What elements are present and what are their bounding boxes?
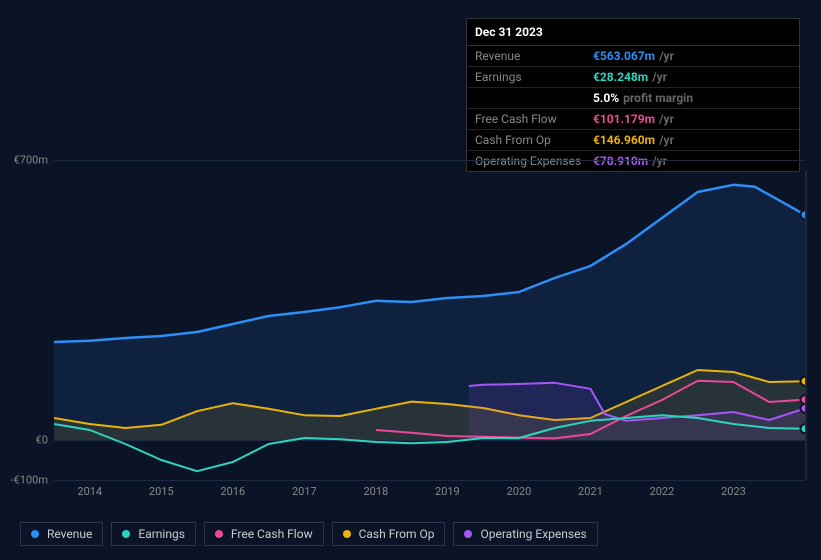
tooltip-label: Revenue (475, 49, 593, 63)
x-axis-label: 2017 (292, 485, 317, 498)
tooltip-row: Cash From Op€146.960m/yr (467, 130, 799, 151)
x-axis-label: 2021 (578, 485, 603, 498)
x-axis-label: 2016 (220, 485, 245, 498)
y-axis-label: -€100m (8, 474, 48, 487)
tooltip-row: 5.0%profit margin (467, 88, 799, 109)
legend-dot (122, 530, 130, 538)
legend-item[interactable]: Cash From Op (332, 522, 446, 546)
tooltip-label: Cash From Op (475, 133, 593, 147)
y-axis-label: €0 (8, 434, 48, 447)
legend-item[interactable]: Revenue (20, 522, 103, 546)
legend-label: Cash From Op (359, 527, 435, 541)
tooltip-value: €563.067m/yr (593, 49, 674, 63)
tooltip-value: €101.179m/yr (593, 112, 674, 126)
tooltip-unit: /yr (652, 70, 667, 84)
gridline (54, 480, 805, 481)
tooltip-unit: /yr (659, 49, 674, 63)
tooltip-unit: /yr (659, 133, 674, 147)
tooltip-row: Free Cash Flow€101.179m/yr (467, 109, 799, 130)
x-axis-label: 2022 (650, 485, 675, 498)
tooltip-value: €146.960m/yr (593, 133, 674, 147)
legend-dot (31, 530, 39, 538)
legend-label: Free Cash Flow (231, 527, 313, 541)
tooltip-label: Free Cash Flow (475, 112, 593, 126)
tooltip-date: Dec 31 2023 (467, 19, 799, 46)
hover-tooltip: Dec 31 2023 Revenue€563.067m/yrEarnings€… (466, 18, 800, 172)
tooltip-label (475, 91, 593, 105)
legend-label: Revenue (47, 527, 92, 541)
x-axis-label: 2019 (435, 485, 460, 498)
legend-dot (215, 530, 223, 538)
legend: Revenue Earnings Free Cash Flow Cash From O… (20, 522, 598, 546)
tooltip-label: Earnings (475, 70, 593, 84)
tooltip-value: €28.248m/yr (593, 70, 667, 84)
legend-item[interactable]: Earnings (111, 522, 196, 546)
x-axis-label: 2015 (149, 485, 174, 498)
legend-dot (343, 530, 351, 538)
legend-item[interactable]: Operating Expenses (453, 522, 597, 546)
tooltip-unit: profit margin (623, 91, 693, 105)
tooltip-unit: /yr (659, 112, 674, 126)
x-axis-label: 2018 (363, 485, 388, 498)
x-axis-label: 2023 (721, 485, 746, 498)
y-axis-label: €700m (8, 154, 48, 167)
x-axis-label: 2020 (507, 485, 532, 498)
cursor-line (805, 170, 807, 480)
plot-surface (54, 160, 805, 480)
chart-area[interactable]: €700m€0-€100m 20142015201620172018201920… (16, 160, 805, 480)
legend-label: Earnings (138, 527, 185, 541)
legend-label: Operating Expenses (480, 527, 586, 541)
tooltip-row: Earnings€28.248m/yr (467, 67, 799, 88)
legend-dot (464, 530, 472, 538)
tooltip-row: Revenue€563.067m/yr (467, 46, 799, 67)
x-axis-label: 2014 (77, 485, 102, 498)
legend-item[interactable]: Free Cash Flow (204, 522, 324, 546)
tooltip-value: 5.0%profit margin (593, 91, 693, 105)
